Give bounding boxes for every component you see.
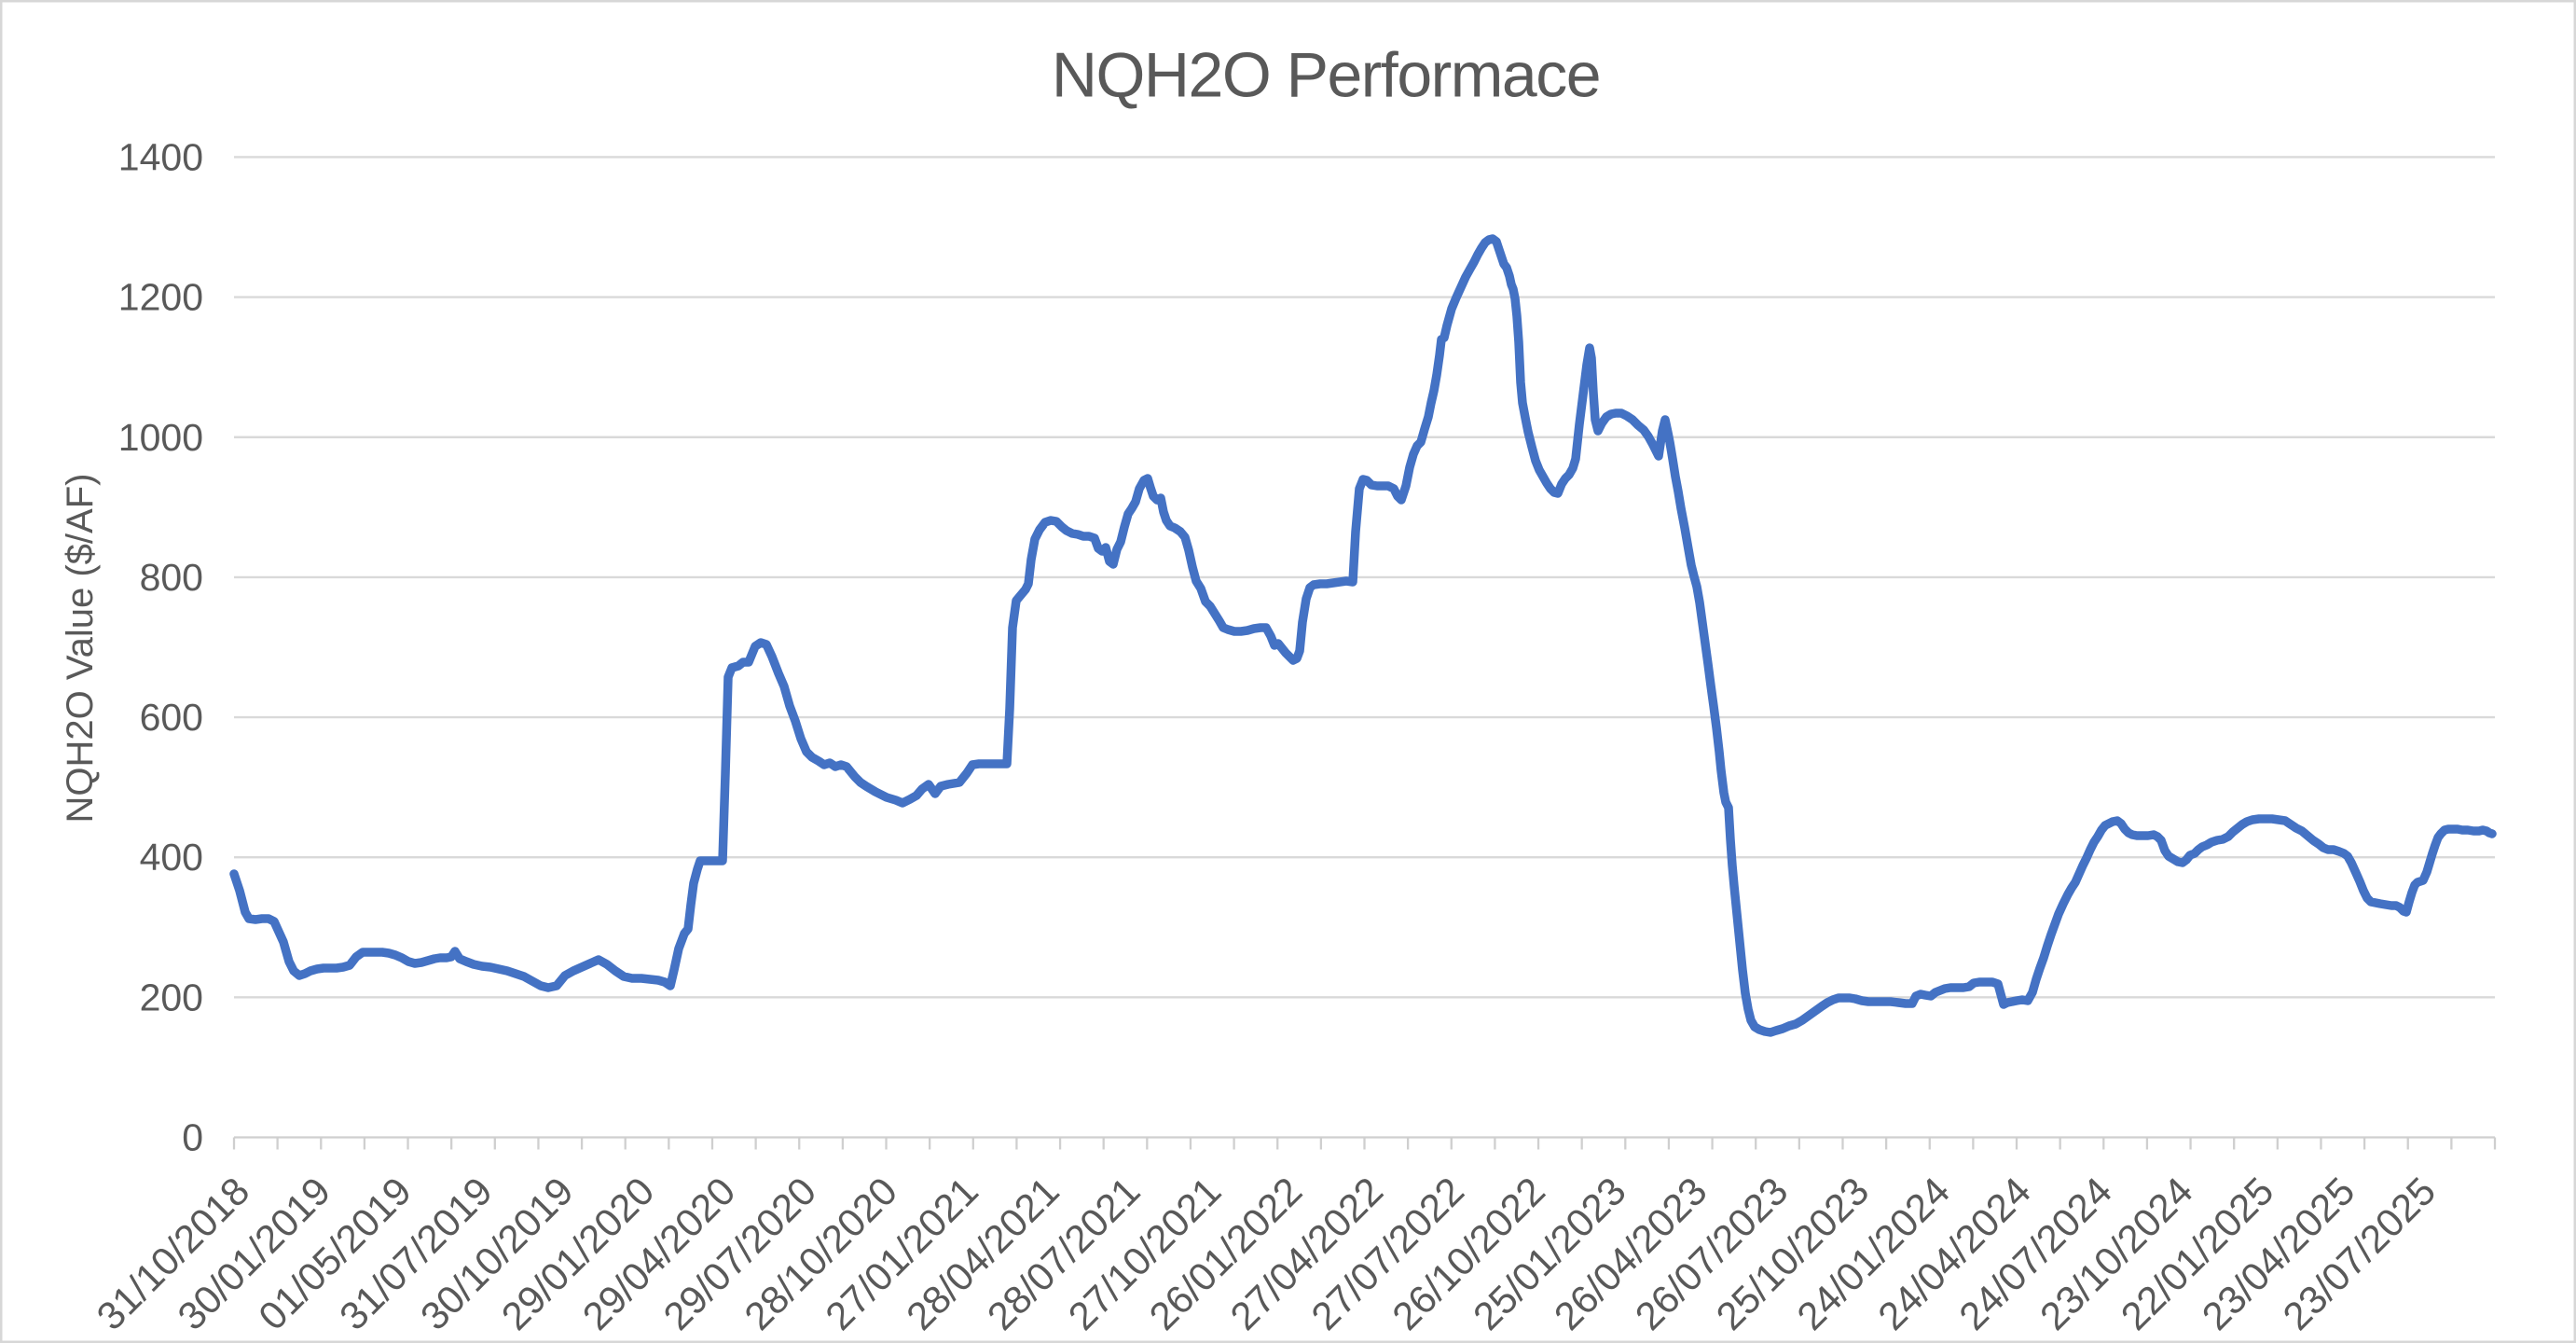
svg-text:1400: 1400 bbox=[118, 136, 203, 179]
svg-text:200: 200 bbox=[140, 976, 203, 1018]
svg-text:NQH2O Performace: NQH2O Performace bbox=[1052, 40, 1600, 111]
svg-text:400: 400 bbox=[140, 836, 203, 879]
svg-text:1000: 1000 bbox=[118, 416, 203, 459]
svg-text:600: 600 bbox=[140, 696, 203, 739]
svg-text:800: 800 bbox=[140, 556, 203, 599]
svg-text:0: 0 bbox=[182, 1116, 203, 1159]
svg-text:1200: 1200 bbox=[118, 276, 203, 319]
svg-text:NQH2O Value ($/AF): NQH2O Value ($/AF) bbox=[60, 474, 101, 824]
